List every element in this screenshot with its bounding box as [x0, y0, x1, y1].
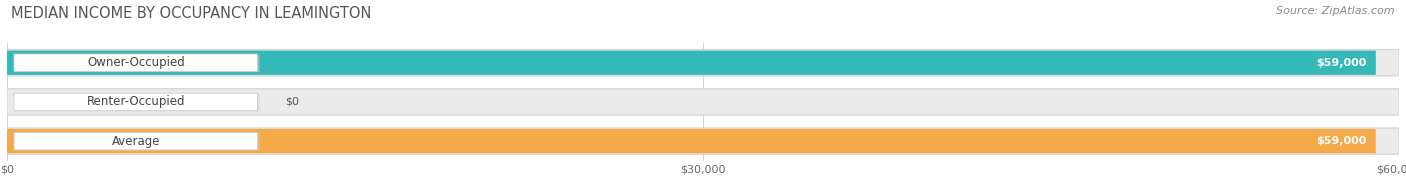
FancyBboxPatch shape [17, 94, 260, 111]
Text: Owner-Occupied: Owner-Occupied [87, 56, 184, 69]
FancyBboxPatch shape [7, 89, 1399, 115]
FancyBboxPatch shape [14, 132, 257, 150]
Text: Average: Average [111, 135, 160, 148]
Text: MEDIAN INCOME BY OCCUPANCY IN LEAMINGTON: MEDIAN INCOME BY OCCUPANCY IN LEAMINGTON [11, 6, 371, 21]
FancyBboxPatch shape [14, 93, 257, 111]
FancyBboxPatch shape [7, 129, 1375, 153]
FancyBboxPatch shape [7, 51, 1375, 75]
Text: Source: ZipAtlas.com: Source: ZipAtlas.com [1277, 6, 1395, 16]
FancyBboxPatch shape [7, 128, 1399, 154]
FancyBboxPatch shape [7, 50, 1399, 76]
Text: $59,000: $59,000 [1316, 58, 1367, 68]
Text: $59,000: $59,000 [1316, 136, 1367, 146]
Text: $0: $0 [285, 97, 299, 107]
FancyBboxPatch shape [17, 55, 260, 72]
FancyBboxPatch shape [14, 54, 257, 72]
Text: Renter-Occupied: Renter-Occupied [87, 95, 186, 108]
FancyBboxPatch shape [17, 133, 260, 151]
